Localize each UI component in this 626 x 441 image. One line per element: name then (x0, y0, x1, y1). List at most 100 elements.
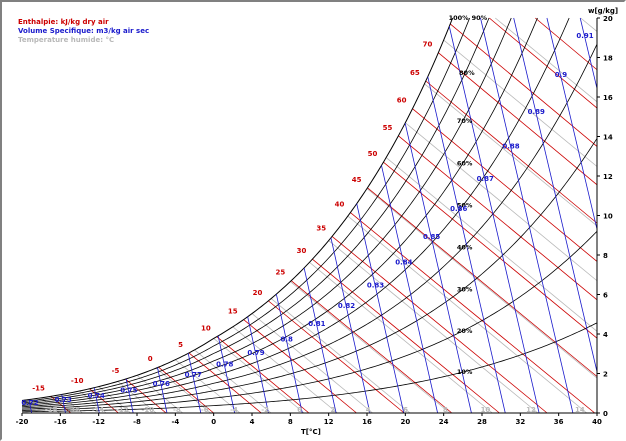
rh-curve (21, 322, 598, 413)
x-tick-label: 16 (362, 418, 372, 426)
wet-bulb-label: 10 (481, 406, 491, 414)
enthalpy-line (158, 366, 214, 414)
wet-bulb-line (175, 359, 241, 414)
enthalpy-line (243, 319, 357, 414)
x-tick-label: 0 (211, 418, 216, 426)
specific-volume-label: 0.78 (216, 361, 233, 369)
rh-label: 70% (457, 117, 473, 125)
wet-bulb-label: -12 (116, 406, 129, 414)
wet-bulb-label: 14 (575, 406, 585, 414)
wet-bulb-line (443, 39, 598, 167)
enthalpy-line (438, 52, 598, 186)
enthalpy-label: 40 (335, 201, 345, 209)
specific-volume-label: 0.81 (308, 320, 325, 328)
rh-label: 20% (457, 327, 473, 335)
wet-bulb-label: -18 (45, 406, 58, 414)
x-tick-label: -12 (92, 418, 105, 426)
specific-volume-line (247, 316, 269, 414)
specific-volume-line (579, 17, 598, 89)
enthalpy-line (367, 187, 598, 377)
y-tick-label: 16 (603, 94, 613, 102)
y-tick-label: 14 (603, 134, 613, 142)
specific-volume-label: 0.76 (153, 380, 170, 388)
specific-volume-line (187, 353, 202, 414)
y-tick-label: 4 (603, 331, 608, 339)
enthalpy-label: 10 (201, 325, 211, 333)
curve-labels: -18 -16 -14 -12 -10 -8 -6 -4 -2 0 2 4 6 8 10 12 14 -15 -10… (21, 14, 593, 414)
specific-volume-label: 0.73 (55, 396, 72, 404)
x-tick-label: 4 (250, 418, 255, 426)
enthalpy-label: 25 (275, 269, 285, 277)
wet-bulb-label: 2 (331, 406, 336, 414)
specific-volume-label: 0.9 (555, 71, 568, 79)
x-tick-label: -8 (133, 418, 141, 426)
axes: -20 -16 -12 -8 -4 0 4 8 12 16 20 24 28 32 36 4002468101… (16, 15, 613, 426)
specific-volume-label: 0.83 (367, 281, 384, 289)
wet-bulb-line (213, 338, 305, 414)
x-tick-label: -20 (16, 418, 29, 426)
specific-volume-line (513, 17, 598, 372)
wet-bulb-line (347, 215, 587, 414)
specific-volume-line (303, 267, 337, 414)
specific-volume-label: 0.89 (528, 108, 545, 116)
enthalpy-label: 70 (423, 41, 433, 49)
enthalpy-label: 45 (352, 176, 362, 184)
wet-bulb-line (495, 17, 598, 103)
wet-bulb-label: 12 (526, 406, 536, 414)
legend-enthalpy: Enthalpie: kJ/kg dry air (18, 18, 109, 26)
wet-bulb-label: -16 (68, 406, 81, 414)
wet-bulb-label: -14 (92, 406, 105, 414)
specific-volume-label: 0.84 (395, 258, 412, 266)
enthalpy-label: 15 (228, 308, 238, 316)
specific-volume-label: 0.82 (338, 302, 355, 310)
x-tick-label: 24 (439, 418, 449, 426)
specific-volume-label: 0.72 (21, 399, 38, 407)
specific-volume-label: 0.85 (423, 233, 440, 241)
specific-volume-label: 0.74 (88, 392, 105, 400)
wet-bulb-label: 6 (403, 406, 408, 414)
enthalpy-line (489, 17, 598, 109)
wet-bulb-label: -8 (173, 406, 181, 414)
legend-wetbulb: Temperature humide: °C (18, 36, 115, 44)
wet-bulb-line (290, 281, 451, 414)
x-axis-title: T[°C] (301, 428, 321, 436)
y-tick-label: 18 (603, 55, 613, 63)
wet-bulb-line (270, 298, 411, 414)
wet-bulb-line (405, 122, 598, 282)
specific-volume-label: 0.79 (247, 349, 264, 357)
wet-bulb-label: -2 (261, 406, 269, 414)
enthalpy-line (312, 258, 500, 414)
y-tick-label: 6 (603, 292, 608, 300)
legend-volume: Volume Specifique: m3/kg air sec (18, 27, 150, 35)
rh-label: 40% (457, 244, 473, 252)
enthalpy-line (331, 236, 548, 414)
specific-volume-label: 0.86 (450, 205, 467, 213)
enthalpy-label: 35 (316, 224, 326, 232)
wet-bulb-lines (40, 17, 598, 414)
enthalpy-line (449, 23, 598, 147)
specific-volume-lines (28, 17, 598, 414)
rh-curve (21, 17, 471, 403)
rh-curve (21, 17, 512, 405)
wet-bulb-line (309, 261, 493, 414)
wet-bulb-label: 0 (297, 406, 302, 414)
rh-label: 100% (449, 14, 470, 22)
enthalpy-label: 30 (297, 247, 307, 255)
x-tick-label: -16 (54, 418, 67, 426)
rh-curve (21, 44, 598, 409)
enthalpy-label: 20 (253, 289, 263, 297)
wet-bulb-label: 4 (366, 406, 371, 414)
rh-label: 60% (457, 159, 473, 167)
y-axis-title: w[g/kg] (588, 7, 618, 15)
enthalpy-line (216, 336, 310, 414)
relative-humidity-curves (21, 17, 598, 413)
wet-bulb-line (580, 17, 598, 32)
specific-volume-line (381, 165, 438, 414)
specific-volume-line (404, 123, 472, 414)
x-tick-label: 20 (400, 418, 410, 426)
enthalpy-line (535, 17, 598, 71)
rh-curve (21, 17, 490, 404)
rh-curve (21, 138, 598, 410)
